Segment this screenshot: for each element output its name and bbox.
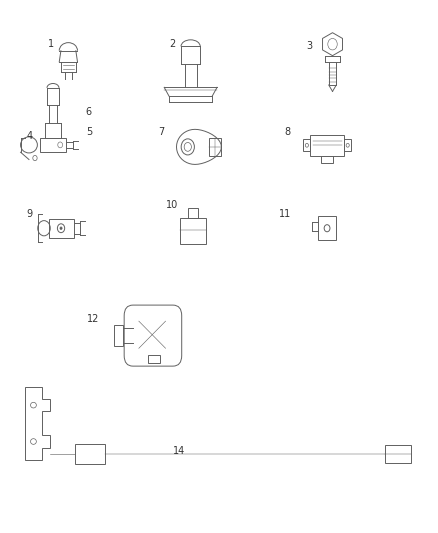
Ellipse shape: [60, 227, 62, 230]
Text: 8: 8: [285, 127, 291, 136]
Text: 11: 11: [279, 208, 292, 219]
Text: 1: 1: [48, 39, 54, 49]
Text: 4: 4: [27, 131, 33, 141]
Text: 14: 14: [173, 446, 185, 456]
Text: 3: 3: [306, 41, 312, 51]
Text: 2: 2: [169, 39, 175, 49]
Text: 7: 7: [158, 127, 164, 136]
Text: 12: 12: [87, 314, 99, 324]
Text: 9: 9: [26, 208, 32, 219]
Text: 10: 10: [166, 200, 178, 210]
Text: 5: 5: [86, 127, 92, 136]
Text: 6: 6: [86, 107, 92, 117]
